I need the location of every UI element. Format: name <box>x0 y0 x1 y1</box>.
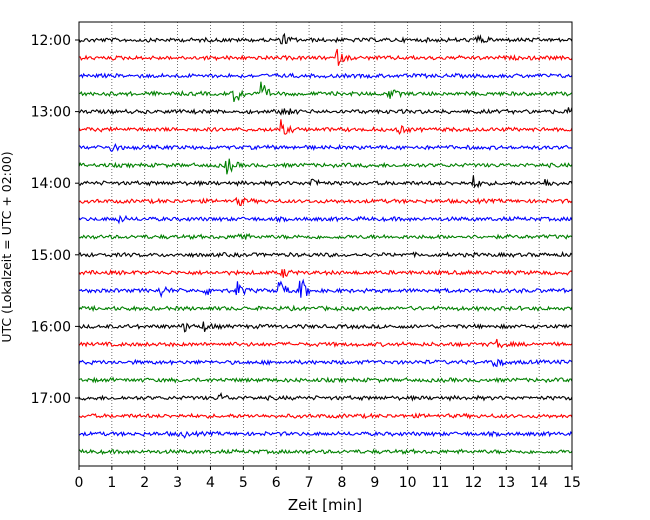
seismic-trace <box>78 358 573 368</box>
seismic-trace <box>78 107 573 116</box>
x-axis-ticks: 0 1 2 3 4 5 6 7 8 9 10 11 12 13 14 15 <box>75 466 581 491</box>
y-tick-label: 14:00 <box>31 176 71 192</box>
y-axis-label: UTC (Lokalzeit = UTC + 02:00) <box>0 151 14 342</box>
seismic-trace <box>78 304 573 313</box>
seismic-trace <box>78 214 573 225</box>
seismic-trace <box>78 158 573 175</box>
grid-lines <box>111 22 540 466</box>
seismic-trace <box>78 143 573 153</box>
x-tick-label: 2 <box>140 475 149 491</box>
x-tick-label: 4 <box>206 475 215 491</box>
x-tick-label: 14 <box>530 475 548 491</box>
x-tick-label: 9 <box>370 475 379 491</box>
y-tick-label: 13:00 <box>31 105 71 121</box>
y-tick-label: 15:00 <box>31 248 71 264</box>
seismic-trace <box>78 72 573 80</box>
y-tick-label: 16:00 <box>31 319 71 335</box>
seismic-trace <box>78 376 573 384</box>
seismic-trace <box>78 48 573 66</box>
seismic-trace <box>78 175 573 189</box>
seismic-trace <box>78 232 573 241</box>
seismic-trace <box>78 321 573 333</box>
seismic-trace <box>78 119 573 135</box>
x-tick-label: 3 <box>173 475 182 491</box>
seismic-trace <box>78 268 573 278</box>
y-tick-label: 12:00 <box>31 33 71 49</box>
x-tick-label: 7 <box>305 475 314 491</box>
x-tick-label: 8 <box>337 475 346 491</box>
seismic-trace <box>78 448 573 456</box>
seismic-traces <box>78 32 573 456</box>
x-tick-label: 13 <box>497 475 515 491</box>
x-tick-label: 15 <box>563 475 581 491</box>
x-tick-label: 5 <box>239 475 248 491</box>
x-tick-label: 6 <box>272 475 281 491</box>
seismic-trace <box>78 81 573 103</box>
x-tick-label: 0 <box>75 475 84 491</box>
y-tick-label: 17:00 <box>31 391 71 407</box>
seismic-trace <box>78 196 573 207</box>
seismic-trace <box>78 392 573 402</box>
seismic-trace <box>78 412 573 420</box>
seismic-trace <box>78 250 573 259</box>
plot-frame <box>78 21 573 467</box>
seismic-trace <box>78 32 573 45</box>
x-axis-label: Zeit [min] <box>288 496 362 514</box>
x-tick-label: 10 <box>399 475 417 491</box>
seismic-trace <box>78 430 573 439</box>
seismic-trace <box>78 338 573 349</box>
y-axis-ticks: 12:00 13:00 14:00 15:00 16:00 17:00 <box>31 33 79 407</box>
seismic-trace <box>78 278 573 299</box>
x-tick-label: 11 <box>432 475 450 491</box>
x-tick-label: 12 <box>464 475 482 491</box>
x-tick-label: 1 <box>107 475 116 491</box>
